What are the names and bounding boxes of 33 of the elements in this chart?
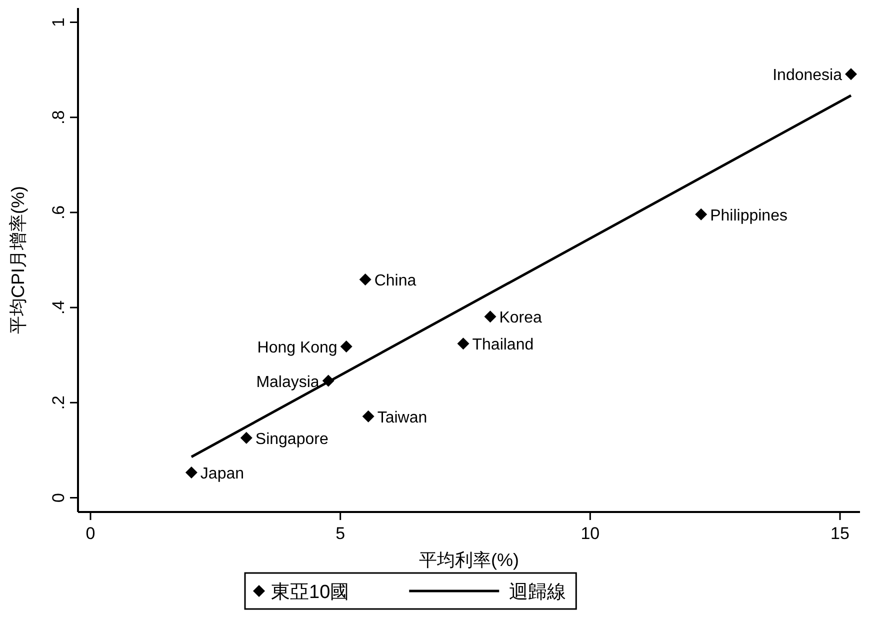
annotation: Philippines — [710, 207, 788, 224]
y-tick-label: .6 — [49, 205, 68, 220]
annotation: Japan — [200, 466, 244, 483]
annotation: Taiwan — [377, 409, 428, 426]
x-axis-title: 平均利率(%) — [419, 550, 519, 570]
point — [484, 310, 496, 323]
y-tick-label: 1 — [49, 18, 68, 27]
y-tick-label: 0 — [49, 493, 68, 502]
x-tick-label: 0 — [86, 524, 96, 543]
point — [359, 273, 372, 286]
x-tick-label: 10 — [580, 524, 600, 543]
x-tick-label: 5 — [336, 524, 346, 543]
point — [695, 208, 708, 220]
point — [185, 466, 198, 479]
annotation: Indonesia — [772, 67, 842, 84]
legend-label: 東亞10國 — [271, 582, 350, 603]
point — [240, 432, 252, 444]
point — [340, 340, 352, 353]
annotation: China — [374, 272, 416, 290]
point — [362, 410, 374, 422]
annotation: Korea — [499, 310, 542, 327]
y-tick-label: .4 — [49, 300, 68, 315]
legend-label: 迴歸線 — [509, 582, 566, 603]
y-tick-label: .8 — [49, 110, 68, 124]
y-tick-label: .2 — [49, 396, 68, 410]
point — [457, 338, 470, 350]
annotation: Malaysia — [256, 374, 320, 391]
x-tick-label: 15 — [830, 524, 850, 543]
annotation: Thailand — [472, 336, 534, 354]
point — [845, 68, 858, 80]
annotation: Hong Kong — [257, 340, 338, 357]
annotation: Singapore — [255, 430, 328, 448]
y-axis-title: 平均CPI月增率(%) — [8, 186, 28, 334]
